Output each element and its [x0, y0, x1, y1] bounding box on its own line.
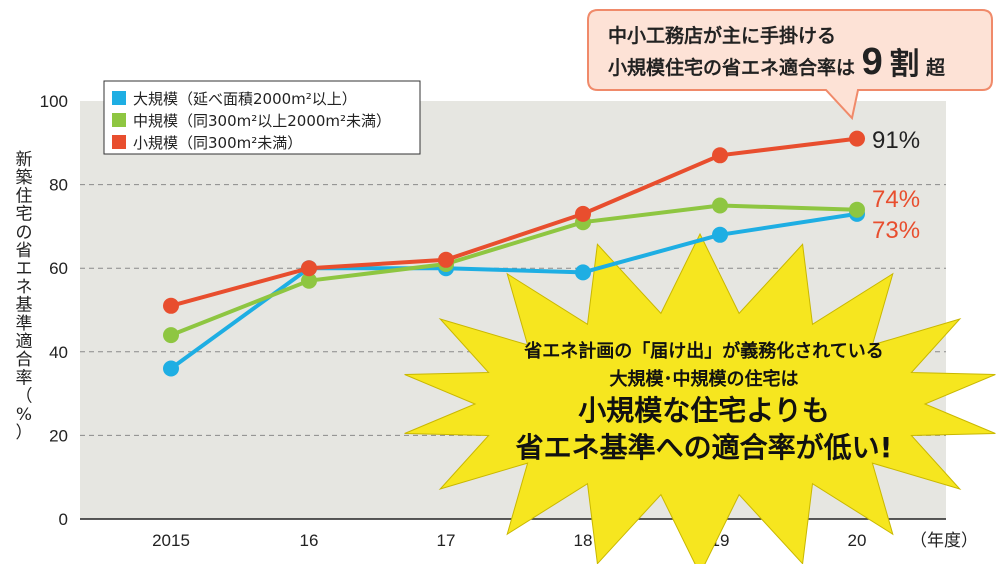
- y-tick-label: 0: [59, 510, 68, 529]
- series-small: [163, 130, 865, 314]
- starburst-shape: [404, 232, 996, 564]
- legend-swatch: [112, 91, 126, 105]
- callout-big: 割: [889, 47, 919, 82]
- y-tick-label: 60: [49, 259, 68, 278]
- legend-swatch: [112, 135, 126, 149]
- data-point: [301, 260, 317, 277]
- burst-line-1: 省エネ計画の「届け出」が義務化されている: [523, 340, 883, 362]
- data-point: [712, 226, 728, 243]
- data-point: [301, 272, 317, 289]
- y-axis-label: 新築住宅の省エネ基準適合率（%）: [16, 150, 33, 443]
- x-tick-label: 20: [848, 531, 867, 550]
- legend-box: [103, 80, 421, 155]
- data-point: [575, 205, 591, 222]
- y-tick-label: 40: [49, 343, 68, 362]
- legend-label: 小規模（同300m²未満）: [133, 134, 302, 152]
- x-tick-label: 18: [574, 531, 593, 550]
- callout-prefix: 小規模住宅の省エネ適合率は: [608, 56, 855, 79]
- y-tick-label: 20: [49, 426, 68, 445]
- data-point: [163, 297, 179, 314]
- data-point: [575, 264, 591, 281]
- callout-line-2: 小規模住宅の省エネ適合率は 9 割 超: [608, 41, 946, 83]
- callout-suffix: 超: [925, 56, 946, 79]
- x-tick-label: 17: [437, 531, 456, 550]
- x-tick-label: 16: [300, 531, 319, 550]
- y-tick-label: 100: [40, 92, 68, 111]
- legend-label: 大規模（延べ面積2000m²以上）: [133, 90, 357, 108]
- end-label-large: 73%: [872, 217, 920, 244]
- x-unit-label: （年度）: [910, 531, 978, 550]
- burst-callout: 省エネ計画の「届け出」が義務化されている 大規模･中規模の住宅は 小規模な住宅よ…: [404, 232, 996, 564]
- data-point: [712, 147, 728, 164]
- burst-line-2: 大規模･中規模の住宅は: [610, 368, 799, 390]
- x-tick-labels: 2015 16 17 18 19 20: [152, 531, 866, 550]
- callout-line-1: 中小工務店が主に手掛ける: [608, 24, 836, 47]
- end-label-small: 91%: [872, 127, 920, 154]
- series-line: [170, 136, 858, 308]
- y-tick-labels: 0 20 40 60 80 100: [40, 92, 68, 529]
- legend-swatch: [112, 113, 126, 127]
- data-point: [163, 360, 179, 377]
- data-point: [712, 197, 728, 214]
- x-tick-label: 2015: [152, 531, 190, 550]
- data-point: [849, 130, 865, 147]
- series-line: [170, 203, 858, 337]
- series-layer: [163, 130, 865, 377]
- legend-label: 中規模（同300m²以上2000m²未満）: [133, 112, 391, 130]
- burst-line-4: 省エネ基準への適合率が低い!: [516, 431, 893, 464]
- data-point: [438, 251, 454, 268]
- callout-bubble: [587, 9, 993, 121]
- end-label-medium: 74%: [872, 186, 920, 213]
- burst-line-3: 小規模な住宅よりも: [578, 394, 829, 427]
- speech-callout: 中小工務店が主に手掛ける 小規模住宅の省エネ適合率は 9 割 超: [587, 9, 993, 121]
- y-tick-label: 80: [49, 176, 68, 195]
- data-point: [163, 327, 179, 344]
- legend: 大規模（延べ面積2000m²以上） 中規模（同300m²以上2000m²未満） 小規…: [103, 80, 421, 155]
- callout-number: 9: [862, 41, 883, 83]
- series-line: [169, 211, 858, 371]
- data-point: [849, 201, 865, 218]
